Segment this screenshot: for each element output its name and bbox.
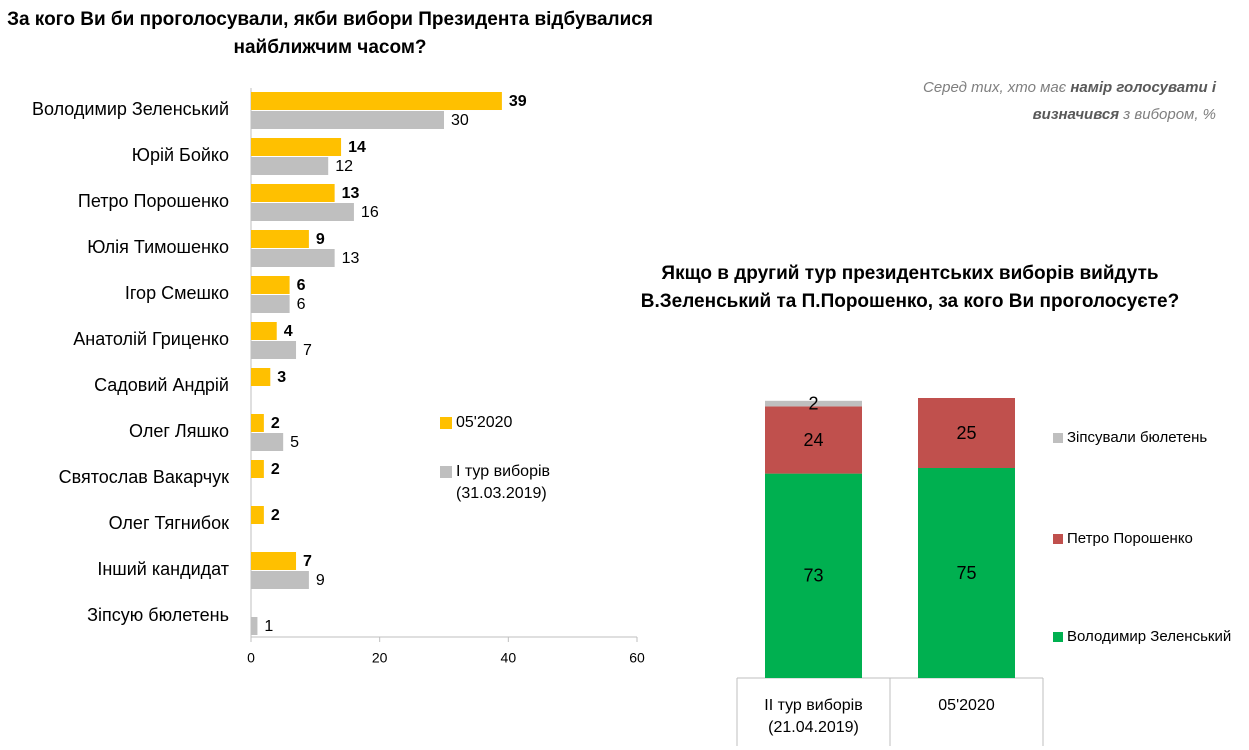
category-label: Володимир Зеленський: [32, 99, 229, 119]
bar: [251, 322, 277, 340]
value-label: 5: [290, 434, 299, 451]
value-label: 73: [803, 566, 823, 586]
legend-label: Володимир Зеленський: [1067, 628, 1232, 645]
bar: [251, 184, 335, 202]
bar: [251, 92, 502, 110]
note-text: Серед тих, хто має: [922, 79, 1071, 96]
value-label: 3: [277, 369, 286, 386]
legend-swatch: [440, 417, 452, 429]
value-label: 9: [316, 572, 325, 589]
value-label: 2: [271, 415, 280, 432]
value-label: 24: [803, 430, 823, 450]
bar: [251, 157, 329, 175]
bar: [251, 368, 271, 386]
bar: [251, 295, 290, 313]
category-label: Юлія Тимошенко: [87, 237, 229, 257]
note: Серед тих, хто має намір голосувати і ви…: [860, 74, 1216, 128]
value-label: 14: [348, 139, 366, 156]
category-label: Петро Порошенко: [78, 191, 229, 211]
value-label: 1: [264, 618, 273, 635]
value-label: 75: [956, 563, 976, 583]
value-label: 39: [509, 93, 527, 110]
legend-label: 05'2020: [456, 414, 513, 431]
bar: [251, 571, 309, 589]
legend-label: Зіпсували бюлетень: [1067, 429, 1208, 446]
bar: [251, 506, 264, 524]
x-tick-label: 40: [501, 650, 517, 666]
note-text: з вибором, %: [1119, 106, 1216, 123]
x-tick-label: 20: [372, 650, 388, 666]
value-label: 2: [271, 507, 280, 524]
bar: [251, 617, 258, 635]
category-label: Садовий Андрій: [94, 375, 229, 395]
x-tick-label: 60: [629, 650, 645, 666]
bar-segment: [765, 406, 862, 474]
note-text: намір голосувати і визначився: [1032, 79, 1216, 123]
category-label: Олег Ляшко: [129, 421, 229, 441]
category-label: Святослав Вакарчук: [59, 467, 230, 487]
bar-segment: [765, 473, 862, 678]
bar: [251, 276, 290, 294]
bar-segment: [765, 400, 862, 407]
legend-label: Петро Порошенко: [1067, 530, 1193, 547]
value-label: 25: [956, 423, 976, 443]
category-label: Зіпсую бюлетень: [87, 605, 229, 625]
legend-swatch: [1053, 534, 1063, 544]
bar: [251, 249, 335, 267]
value-label: 13: [342, 250, 360, 267]
x-tick-label: 05'2020: [938, 697, 995, 714]
category-label: Ігор Смешко: [125, 283, 229, 303]
bar-segment: [918, 468, 1015, 678]
bar: [251, 138, 342, 156]
value-label: 6: [297, 277, 306, 294]
bar: [251, 433, 284, 451]
value-label: 16: [361, 204, 379, 221]
x-tick-label: 0: [247, 650, 255, 666]
x-tick-label: ІІ тур виборів (21.04.2019): [764, 697, 863, 736]
bar: [251, 460, 264, 478]
value-label: 13: [342, 185, 360, 202]
category-label: Олег Тягнибок: [109, 513, 229, 533]
bar-segment: [918, 398, 1015, 468]
value-label: 2: [271, 461, 280, 478]
legend-label: І тур виборів (31.03.2019): [456, 463, 551, 502]
bar: [251, 111, 444, 129]
chart-title: За кого Ви би проголосували, якби вибори…: [7, 9, 653, 58]
legend-swatch: [1053, 433, 1063, 443]
bar: [251, 414, 264, 432]
bar: [251, 341, 297, 359]
bar: [251, 203, 354, 221]
legend-swatch: [440, 466, 452, 478]
category-label: Юрій Бойко: [132, 145, 229, 165]
value-label: 4: [284, 323, 293, 340]
category-label: Анатолій Гриценко: [73, 329, 229, 349]
bar: [251, 230, 309, 248]
value-label: 6: [297, 296, 306, 313]
value-label: 30: [451, 112, 469, 129]
value-label: 12: [335, 158, 353, 175]
bar: [251, 552, 297, 570]
chart-title: Якщо в другий тур президентських виборів…: [640, 263, 1180, 312]
value-label: 7: [303, 553, 312, 570]
value-label: 7: [303, 342, 312, 359]
value-label: 2: [808, 393, 818, 413]
legend-swatch: [1053, 632, 1063, 642]
value-label: 9: [316, 231, 325, 248]
category-label: Інший кандидат: [97, 559, 229, 579]
